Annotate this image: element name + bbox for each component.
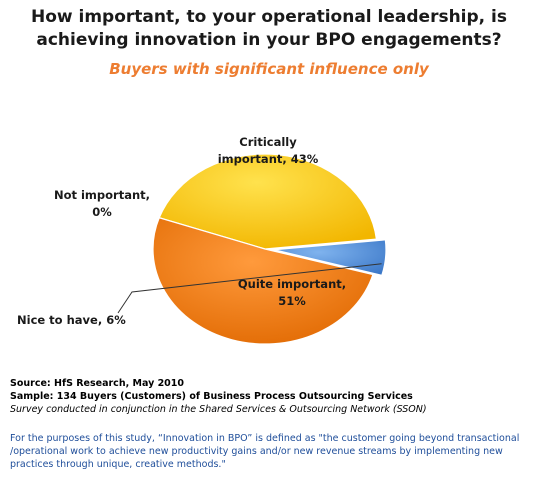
chart-title-line-1: How important, to your operational leade… [30,7,508,27]
footnote-line-2: /operational work to achieve new product… [10,446,503,457]
leader-line-nice-to-have [117,263,382,314]
footnote-line-1: For the purposes of this study, “Innovat… [10,433,520,444]
pie-slice-quite-important [152,217,374,345]
pie-slice-critically-important [158,153,378,250]
sample-line: Sample: 134 Buyers (Customers) of Busine… [10,391,413,402]
data-label-quite-important: Quite important, 51% [238,277,346,308]
chart-subtitle: Buyers with significant influence only [109,60,429,78]
source-block: Source: HfS Research, May 2010 Sample: 1… [10,377,530,416]
source-line: Source: HfS Research, May 2010 [10,378,185,389]
survey-note: Survey conducted in conjunction in the S… [10,404,427,415]
data-label-critically-important: Critically important, 43% [218,135,319,166]
definition-footnote: For the purposes of this study, “Innovat… [10,432,534,471]
pie-slices [152,153,387,345]
data-label-not-important: Not important, 0% [54,188,150,219]
data-label-nice-to-have: Nice to have, 6% [17,313,126,327]
chart-title: How important, to your operational leade… [0,6,538,52]
chart-title-line-2: achieving innovation in your BPO engagem… [36,30,502,50]
pie-labels: Critically important, 43% Quite important,… [17,135,382,327]
footnote-line-3: practices through unique, creative metho… [10,459,226,470]
